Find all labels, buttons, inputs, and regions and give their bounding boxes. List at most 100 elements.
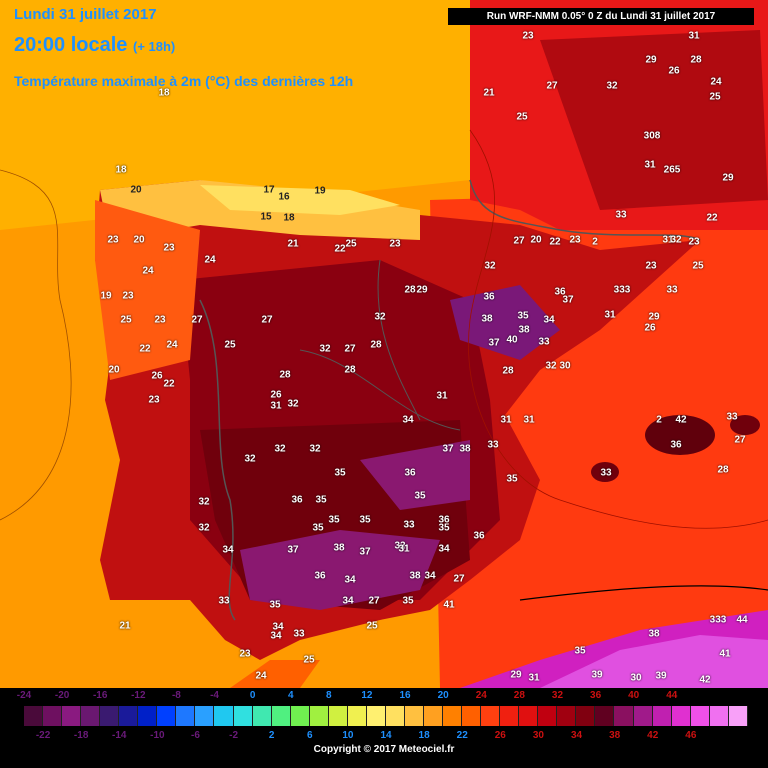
legend-swatch	[138, 706, 158, 726]
legend-swatch	[81, 706, 101, 726]
map-value-label: 35	[269, 599, 281, 611]
map-value-label: 31	[688, 30, 700, 42]
map-value-label: 25	[224, 339, 236, 351]
map-value-label: 38	[648, 628, 660, 640]
map-value-label: 28	[690, 54, 702, 66]
map-value-label: 34	[402, 414, 414, 426]
map-value-label: 35	[414, 490, 426, 502]
legend-swatch	[633, 706, 653, 726]
map-value-label: 28	[404, 284, 416, 296]
legend-tick-top: -8	[171, 690, 181, 701]
legend-swatch	[519, 706, 539, 726]
morocco	[230, 660, 320, 688]
map-value-label: 33	[615, 209, 627, 221]
legend-tick-bottom: 38	[609, 730, 621, 741]
map-value-label: 28	[370, 339, 382, 351]
map-value-label: 36	[404, 467, 416, 479]
legend-tick-top: 20	[437, 690, 449, 701]
cantabrian-cool	[200, 185, 400, 215]
map-value-label: 25	[303, 654, 315, 666]
map-value-label: 21	[119, 620, 131, 632]
map-value-label: 42	[675, 414, 687, 426]
map-value-label: 15	[260, 211, 272, 223]
guadalquivir-maximum	[240, 530, 440, 610]
legend-tick-bottom: 34	[570, 730, 583, 741]
map-value-label: 40	[506, 334, 518, 346]
map-value-label: 24	[204, 254, 216, 266]
legend-tick-top: 0	[249, 690, 256, 701]
map-value-label: 18	[283, 212, 295, 224]
map-value-label: 33	[538, 336, 550, 348]
forecast-time-value: 20:00 locale	[14, 34, 128, 56]
legend-swatch	[176, 706, 196, 726]
map-value-label: 31	[436, 390, 448, 402]
map-value-label: 37	[562, 294, 574, 306]
map-value-label: 33	[600, 467, 612, 479]
legend-swatch	[233, 706, 253, 726]
map-value-label: 33	[726, 411, 738, 423]
legend-tick-bottom: 10	[342, 730, 354, 741]
map-value-label: 37	[488, 337, 500, 349]
map-value-label: 29	[510, 669, 522, 681]
legend-swatch	[214, 706, 234, 726]
north-ocean	[0, 0, 470, 230]
legend-swatch	[24, 706, 44, 726]
map-value-label: 44	[736, 614, 748, 626]
map-value-label: 34	[543, 314, 555, 326]
map-value-label: 28	[279, 369, 291, 381]
map-value-label: 22	[549, 236, 561, 248]
map-value-label: 23	[163, 242, 175, 254]
map-value-label: 19	[100, 290, 112, 302]
legend-swatch	[709, 706, 729, 726]
map-value-label: 31	[528, 672, 540, 684]
legend-tick-top: 8	[326, 690, 332, 701]
map-value-label: 34	[424, 570, 436, 582]
map-value-label: 34	[342, 595, 354, 607]
map-value-label: 23	[239, 648, 251, 660]
map-value-label: 32	[394, 540, 406, 552]
map-value-label: 34	[272, 621, 284, 633]
map-value-label: 35	[312, 522, 324, 534]
model-run-label: Run WRF-NMM 0.05° 0 Z du Lundi 31 juille…	[448, 8, 754, 25]
map-value-label: 33	[403, 519, 415, 531]
legend-swatch	[671, 706, 691, 726]
map-value-label: 2	[592, 236, 598, 248]
color-legend: -24 -20 -16 -12 -8 -4 0 4 8 12 16 20 24 28 32 36 40 44 -2…	[0, 688, 768, 768]
map-value-label: 26	[644, 322, 656, 334]
map-value-label: 31	[398, 543, 410, 555]
legend-swatch	[652, 706, 672, 726]
map-value-label: 27	[734, 434, 746, 446]
legend-swatch	[576, 706, 596, 726]
legend-tick-bottom: -2	[229, 730, 239, 741]
map-value-label: 26	[668, 65, 680, 77]
legend-tick-bottom: 2	[268, 730, 275, 741]
legend-swatch	[62, 706, 82, 726]
legend-swatch	[500, 706, 520, 726]
map-value-label: 38	[459, 443, 471, 455]
map-value-label: 20	[108, 364, 120, 376]
map-value-label: 28	[344, 364, 356, 376]
map-value-label: 31	[662, 234, 674, 246]
legend-swatch	[43, 706, 63, 726]
legend-tick-bottom: 18	[418, 730, 430, 741]
legend-swatch	[271, 706, 291, 726]
map-value-label: 20	[130, 184, 142, 196]
map-value-label: 29	[645, 54, 657, 66]
map-value-label: 42	[699, 674, 711, 686]
map-value-label: 25	[345, 238, 357, 250]
legend-swatch	[728, 706, 748, 726]
map-value-label: 333	[709, 614, 727, 626]
map-value-label: 32	[274, 443, 286, 455]
map-value-label: 29	[722, 172, 734, 184]
map-value-label: 32	[484, 260, 496, 272]
map-value-label: 34	[222, 544, 234, 556]
map-value-label: 18	[158, 87, 170, 99]
pyrenees-border	[469, 179, 701, 241]
map-description: Température maximale à 2m (°C) des derni…	[14, 73, 354, 89]
map-value-label: 36	[670, 439, 682, 451]
map-value-label: 23	[569, 234, 581, 246]
map-value-label: 35	[438, 522, 450, 534]
legend-tick-bottom: -22	[35, 730, 51, 741]
legend-swatch	[443, 706, 463, 726]
map-value-label: 265	[663, 164, 681, 176]
